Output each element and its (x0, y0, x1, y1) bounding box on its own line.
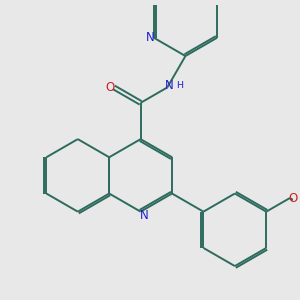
Text: N: N (146, 32, 155, 44)
Text: O: O (106, 81, 115, 94)
Text: H: H (176, 81, 184, 90)
Text: O: O (289, 192, 298, 205)
Text: N: N (165, 79, 173, 92)
Text: N: N (140, 209, 148, 222)
